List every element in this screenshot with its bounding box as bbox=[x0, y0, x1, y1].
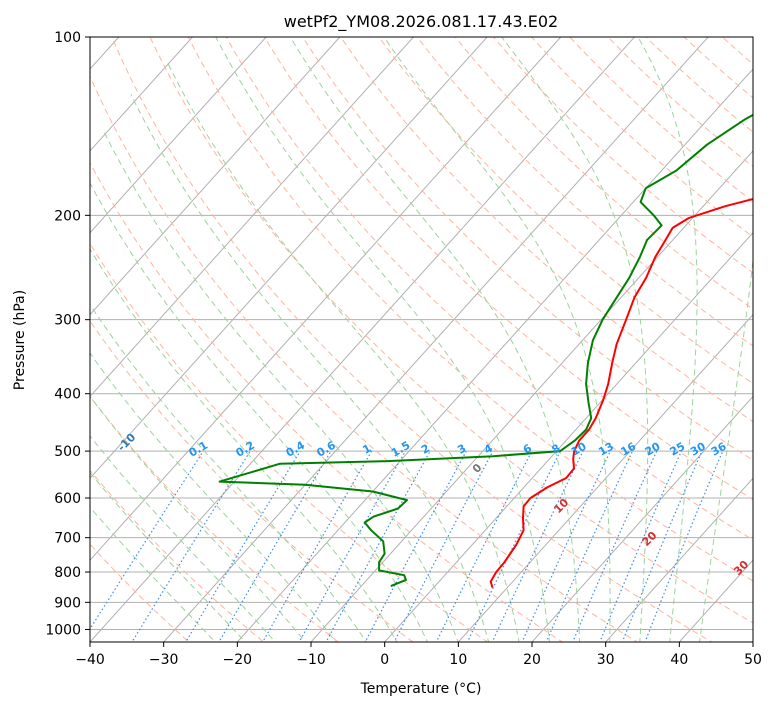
y-tick-label: 400 bbox=[54, 387, 81, 403]
moist-adiabat-line bbox=[90, 435, 276, 642]
mixing-ratio-line bbox=[325, 450, 431, 642]
mixing-ratio-line bbox=[599, 450, 682, 642]
mixing-ratio-lines bbox=[90, 450, 724, 642]
x-tick-label: −40 bbox=[75, 652, 105, 668]
x-tick-label: 10 bbox=[449, 652, 467, 668]
moist-adiabat-line bbox=[90, 247, 398, 642]
dry-adiabat-line bbox=[454, 37, 753, 310]
moist-adiabat-line bbox=[215, 37, 550, 642]
y-tick-label: 100 bbox=[54, 30, 81, 46]
moist-adiabat-line bbox=[289, 37, 581, 642]
moist-adiabat-line bbox=[90, 506, 216, 642]
dry-adiabat-line bbox=[149, 37, 753, 624]
dry-adiabat-line bbox=[569, 37, 753, 203]
x-tick-label: 20 bbox=[523, 652, 541, 668]
mixing-ratio-line bbox=[131, 450, 251, 642]
moist-adiabat-line bbox=[90, 352, 337, 642]
x-axis-label: Temperature (°C) bbox=[360, 681, 482, 697]
isotherm-gridline bbox=[90, 37, 636, 642]
x-tick-label: −10 bbox=[296, 652, 326, 668]
moist-adiabat-line bbox=[90, 395, 307, 642]
mixing-ratio-line bbox=[364, 450, 467, 642]
isotherm-gridline bbox=[162, 37, 709, 642]
plot-area: 0.10.20.40.611.52346810131620253036-100-… bbox=[90, 37, 753, 642]
temperature-profile-line bbox=[489, 197, 753, 588]
dry-adiabat-line bbox=[111, 37, 713, 642]
y-tick-label: 500 bbox=[54, 444, 81, 460]
moist-adiabat-line bbox=[637, 37, 698, 642]
dry-adiabat-line bbox=[416, 37, 753, 347]
mixing-ratio-line bbox=[572, 450, 658, 642]
chart-title: wetPf2_YM08.2026.081.17.43.E02 bbox=[284, 12, 558, 32]
isobar-gridlines bbox=[90, 37, 753, 630]
y-tick-label: 800 bbox=[54, 565, 81, 581]
dry-adiabat-line bbox=[340, 37, 753, 423]
isotherm-gridline bbox=[90, 37, 194, 152]
isotherm-gridline bbox=[90, 37, 562, 561]
dewpoint-profile-line bbox=[218, 113, 753, 588]
moist-adiabat-line bbox=[166, 61, 520, 642]
moist-adiabat-line bbox=[501, 37, 649, 642]
x-axis-ticks: −40 −30 −20 −10 0 10 20 30 40 50 bbox=[75, 642, 762, 668]
plot-frame bbox=[89, 36, 754, 643]
dry-adiabat-line bbox=[90, 242, 489, 642]
y-axis-label: Pressure (hPa) bbox=[12, 290, 28, 390]
isotherm-gridline bbox=[90, 37, 341, 316]
dry-adiabat-line bbox=[90, 75, 639, 642]
isotherm-gridline bbox=[383, 231, 753, 642]
x-tick-label: 0 bbox=[380, 652, 389, 668]
moist-adiabat-line bbox=[103, 132, 459, 642]
dry-adiabats bbox=[90, 37, 753, 642]
isotherm-gridline bbox=[90, 37, 488, 480]
mixing-ratio-line bbox=[90, 450, 204, 631]
dry-adiabat-line bbox=[263, 37, 753, 501]
y-tick-label: 300 bbox=[54, 313, 81, 329]
y-tick-label: 900 bbox=[54, 595, 81, 611]
x-tick-label: 50 bbox=[744, 652, 762, 668]
dry-adiabat-line bbox=[492, 37, 753, 274]
y-tick-label: 600 bbox=[54, 491, 81, 507]
moist-adiabat-line bbox=[90, 182, 429, 642]
isotherm-gridline bbox=[90, 37, 267, 234]
dry-adiabat-line bbox=[90, 320, 414, 642]
isotherm-gridline bbox=[310, 150, 753, 642]
x-tick-label: −30 bbox=[149, 652, 179, 668]
mixing-ratio-line bbox=[262, 450, 373, 642]
x-tick-label: 30 bbox=[597, 652, 615, 668]
isotherm-gridline bbox=[531, 395, 753, 642]
moist-adiabat-line bbox=[90, 303, 367, 642]
y-tick-label: 200 bbox=[54, 208, 81, 224]
y-axis-ticks: 100 200 300 400 500 600 700 800 900 1000 bbox=[45, 30, 90, 638]
isotherm-gridline bbox=[90, 37, 415, 398]
isotherm-gridline bbox=[236, 68, 753, 642]
x-tick-label: −20 bbox=[223, 652, 253, 668]
isotherm-gridline bbox=[604, 477, 753, 642]
dry-adiabat-line bbox=[302, 37, 753, 461]
isotherm-gridlines bbox=[90, 37, 753, 642]
mixing-ratio-line bbox=[621, 450, 703, 642]
sounding-series bbox=[218, 113, 753, 588]
x-tick-label: 40 bbox=[670, 652, 688, 668]
dry-adiabat-line bbox=[530, 37, 753, 238]
moist-adiabats bbox=[90, 37, 753, 642]
dry-adiabat-line bbox=[378, 37, 753, 385]
mixing-ratio-line bbox=[218, 450, 332, 642]
mixing-ratio-line bbox=[491, 450, 584, 642]
mixing-ratio-line bbox=[466, 450, 561, 642]
moist-adiabat-line bbox=[383, 37, 611, 642]
isotherm-gridline bbox=[457, 313, 753, 642]
moist-adiabat-line bbox=[130, 94, 490, 642]
mixing-ratio-line bbox=[298, 450, 406, 642]
dry-adiabat-line bbox=[90, 543, 190, 642]
moist-adiabat-line bbox=[699, 255, 753, 642]
mixing-ratio-line bbox=[185, 450, 301, 642]
y-tick-label: 700 bbox=[54, 531, 81, 547]
y-tick-label: 1000 bbox=[45, 622, 81, 638]
dry-adiabat-line bbox=[187, 37, 753, 582]
